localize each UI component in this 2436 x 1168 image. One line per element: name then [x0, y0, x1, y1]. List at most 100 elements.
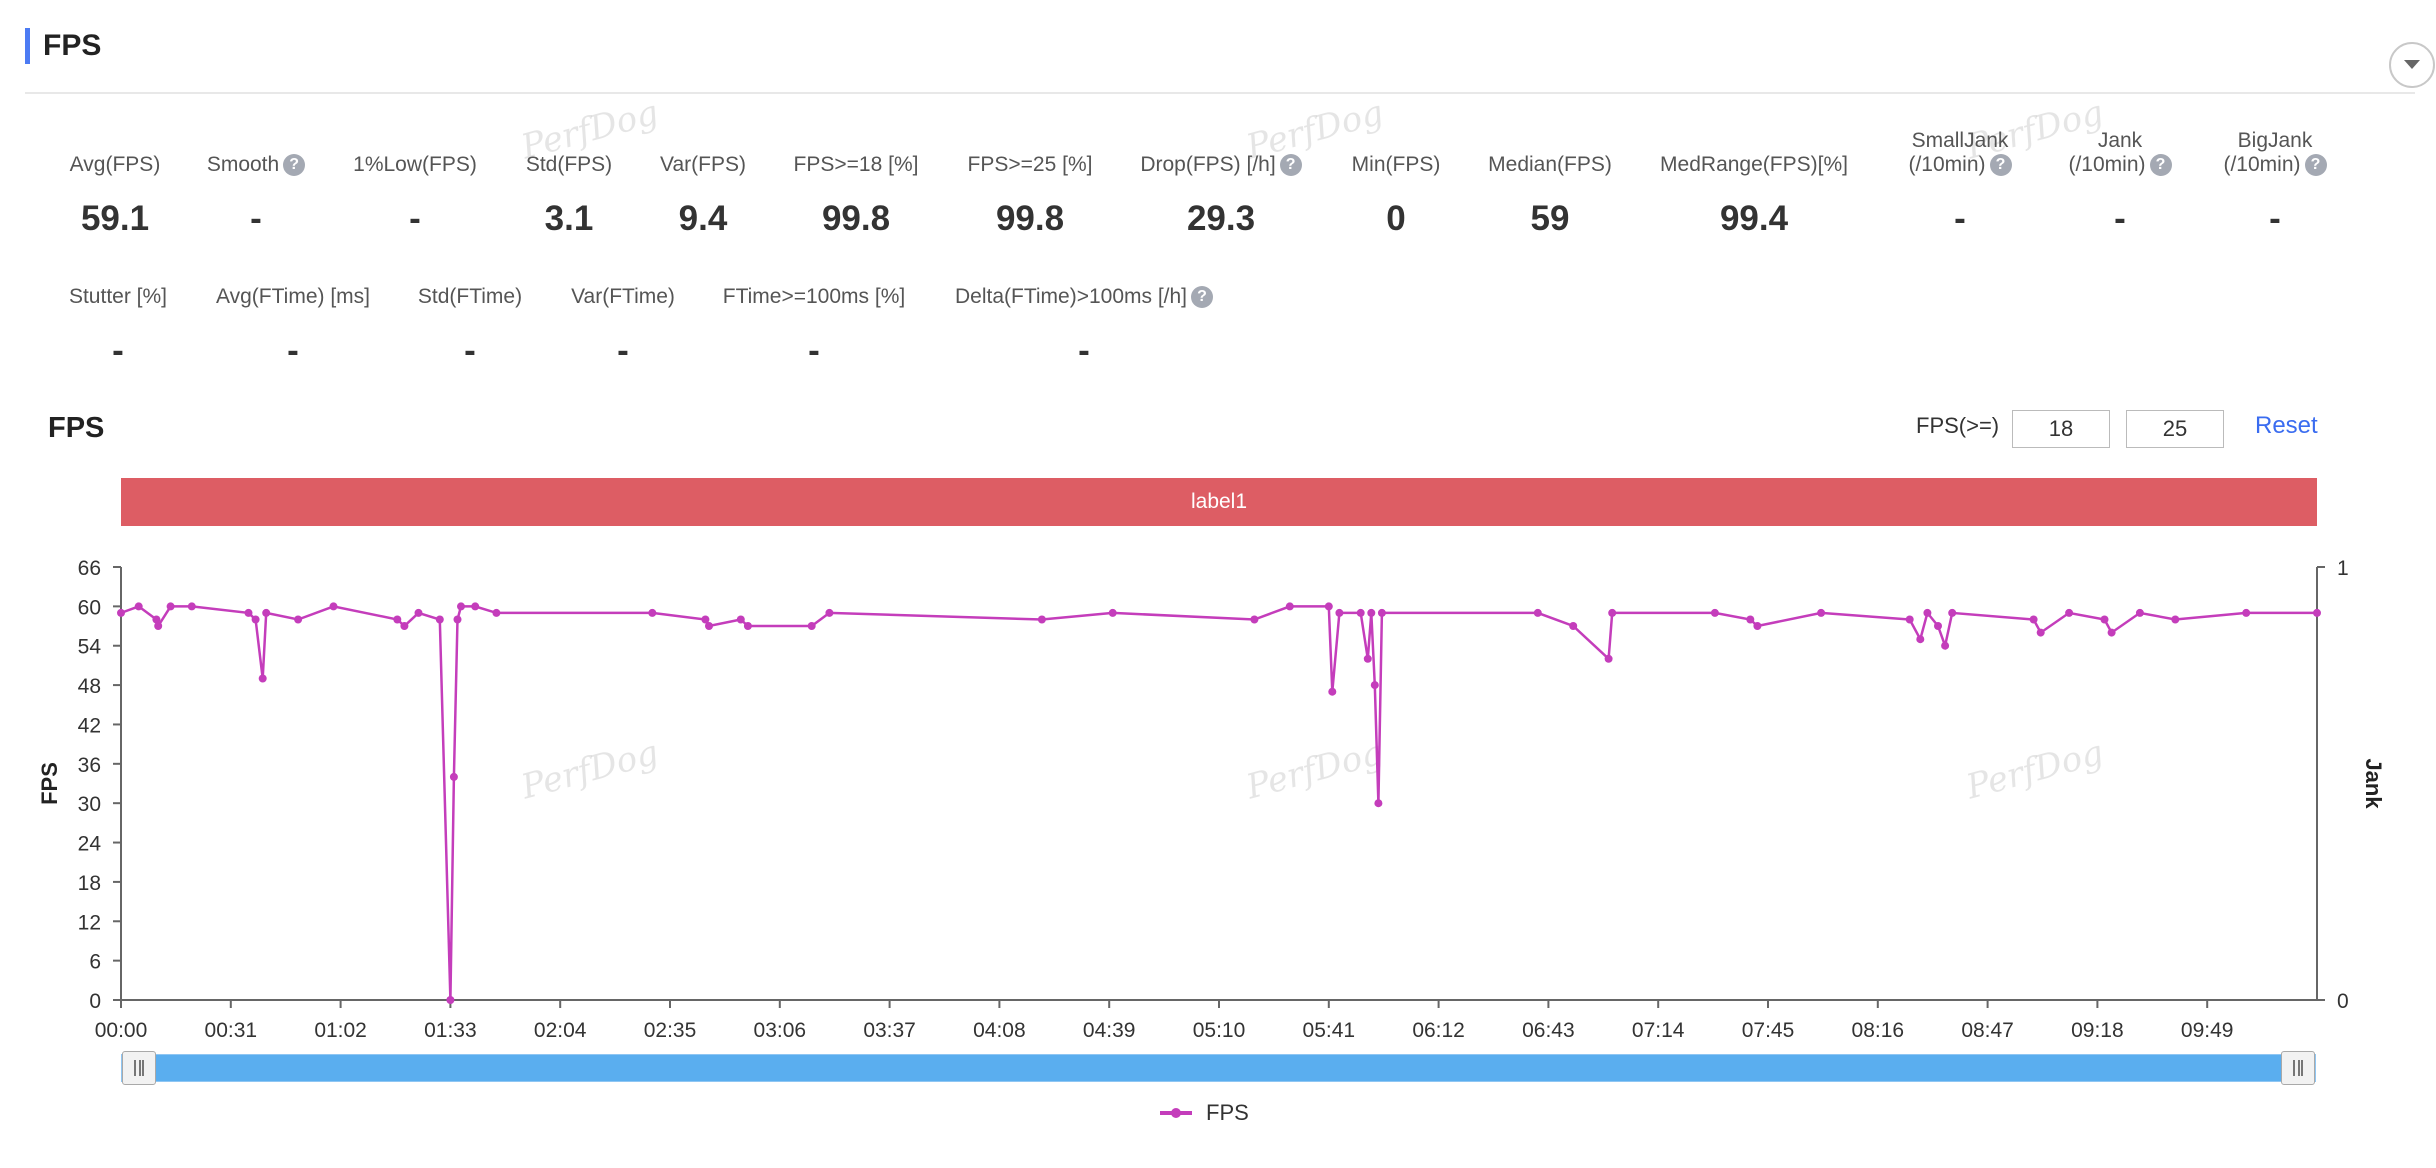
x-tick-label: 08:16: [1852, 1019, 1905, 1042]
chevron-down-icon: [2404, 60, 2420, 69]
y-tick-label: 60: [78, 596, 101, 619]
fps-data-point: [393, 615, 402, 624]
fps-data-point: [2313, 608, 2321, 617]
x-tick-label: 02:35: [644, 1019, 697, 1042]
legend-line-icon: [1160, 1108, 1192, 1118]
x-tick-label: 06:12: [1412, 1019, 1465, 1042]
fps-data-point: [400, 622, 409, 630]
metric-label-unit: (/10min): [1908, 153, 1986, 176]
label-band[interactable]: label1: [121, 478, 2317, 526]
help-icon[interactable]: ?: [2149, 154, 2172, 177]
y-tick-label: 24: [78, 833, 102, 856]
fps-data-point: [1569, 622, 1578, 630]
zoom-slider-left-handle[interactable]: [122, 1051, 156, 1085]
fps-data-point: [1328, 687, 1337, 696]
metric-avg-fps: Avg(FPS) 59.1: [67, 153, 163, 239]
reset-button[interactable]: Reset: [2255, 412, 2318, 439]
fps-data-point: [187, 602, 196, 611]
collapse-button[interactable]: [2389, 42, 2435, 88]
y-tick-label: 0: [89, 990, 101, 1013]
y-tick-label: 48: [78, 675, 101, 698]
metric-value: -: [287, 331, 299, 370]
metric-value: 0: [1386, 199, 1406, 238]
y-axis-title: FPS: [37, 762, 62, 805]
y-tick-label: 42: [78, 714, 101, 737]
metric-label: BigJank: [2237, 129, 2313, 152]
zoom-slider-track[interactable]: [121, 1054, 2316, 1082]
metric-jank: Jank (/10min)? -: [2060, 129, 2180, 239]
y-tick-label: 12: [78, 911, 101, 934]
metric-label: Avg(FTime) [ms]: [215, 285, 370, 308]
fps-data-point: [1377, 608, 1386, 617]
metric-label: Delta(FTime)>100ms [/h]: [954, 285, 1188, 308]
metric-std-ftime: Std(FTime) -: [410, 285, 530, 371]
fps-data-point: [1817, 608, 1826, 617]
x-tick-label: 07:14: [1632, 1019, 1685, 1042]
help-icon[interactable]: ?: [2304, 154, 2327, 177]
fps-data-point: [2171, 615, 2180, 624]
fps-data-point: [2107, 628, 2116, 637]
x-tick-label: 03:06: [754, 1019, 807, 1042]
fps-data-point: [435, 615, 444, 624]
fps-data-point: [1604, 654, 1613, 663]
fps-data-point: [117, 608, 125, 617]
metric-value: -: [617, 331, 629, 370]
x-tick-label: 03:37: [863, 1019, 916, 1042]
zoom-slider-right-handle[interactable]: [2281, 1051, 2315, 1085]
fps-data-point: [825, 608, 834, 617]
metric-value: -: [250, 199, 262, 238]
metric-label-unit: (/10min): [2068, 153, 2146, 176]
metric-label: Smooth: [206, 153, 280, 176]
x-tick-label: 05:10: [1193, 1019, 1246, 1042]
fps-data-point: [166, 602, 175, 611]
metric-label: Jank: [2097, 129, 2143, 152]
help-icon[interactable]: ?: [1279, 154, 1302, 177]
metric-fps-ge-18: FPS>=18 [%] 99.8: [790, 153, 922, 239]
y2-tick-label: 0: [2337, 990, 2349, 1013]
metric-1pct-low-fps: 1%Low(FPS) -: [350, 153, 480, 239]
fps-data-point: [492, 608, 501, 617]
metric-label: 1%Low(FPS): [353, 153, 477, 176]
fps-data-point: [1753, 622, 1762, 630]
metric-value: 59: [1530, 199, 1570, 238]
metric-value: -: [2269, 199, 2281, 238]
fps-data-point: [2036, 628, 2045, 637]
metric-stutter: Stutter [%] -: [62, 285, 174, 371]
metric-label: MedRange(FPS)[%]: [1660, 153, 1848, 176]
fps-threshold-input-2[interactable]: [2126, 410, 2224, 448]
y2-axis-title: Jank: [2361, 758, 2386, 809]
fps-data-point: [262, 608, 271, 617]
fps-data-point: [1923, 608, 1932, 617]
fps-data-point: [471, 602, 480, 611]
fps-data-point: [1916, 635, 1925, 644]
fps-data-point: [1250, 615, 1259, 624]
fps-data-point: [414, 608, 423, 617]
fps-data-point: [154, 622, 163, 630]
metric-value: 9.4: [678, 199, 728, 238]
fps-data-point: [1367, 608, 1376, 617]
fps-data-point: [1533, 608, 1542, 617]
metric-label-unit: (/10min): [2223, 153, 2301, 176]
y-tick-label: 18: [78, 872, 101, 895]
metric-small-jank: SmallJank (/10min)? -: [1890, 129, 2030, 239]
help-icon[interactable]: ?: [283, 154, 306, 177]
help-icon[interactable]: ?: [1989, 154, 2012, 177]
fps-data-point: [1746, 615, 1755, 624]
help-icon[interactable]: ?: [1191, 286, 1214, 309]
metric-big-jank: BigJank (/10min)? -: [2215, 129, 2335, 239]
x-tick-label: 01:33: [424, 1019, 477, 1042]
fps-data-point: [1335, 608, 1344, 617]
metric-label: Stutter [%]: [68, 285, 168, 308]
metric-var-ftime: Var(FTime) -: [563, 285, 683, 371]
fps-data-point: [807, 622, 816, 630]
fps-threshold-label: FPS(>=): [1916, 413, 2000, 438]
metric-value: -: [1954, 199, 1966, 238]
fps-data-point: [244, 608, 253, 617]
x-tick-label: 04:39: [1083, 1019, 1136, 1042]
metric-median-fps: Median(FPS) 59: [1485, 153, 1615, 239]
fps-data-point: [1108, 608, 1117, 617]
fps-threshold-input-1[interactable]: [2012, 410, 2110, 448]
metric-value: -: [464, 331, 476, 370]
metric-std-fps: Std(FPS) 3.1: [522, 153, 616, 239]
fps-data-point: [705, 622, 713, 630]
